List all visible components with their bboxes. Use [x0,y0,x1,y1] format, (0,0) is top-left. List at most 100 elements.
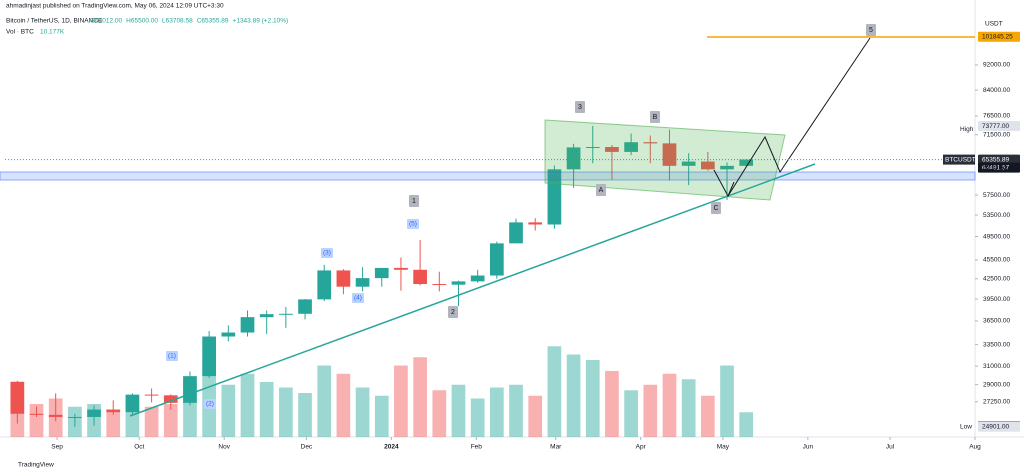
candle-body [336,270,351,287]
publisher: ahmadinjast published on TradingView.com… [6,3,224,10]
x-tick-label: Mar [550,444,562,451]
price-label-box [978,421,1020,432]
wave-label: 1 [412,198,416,205]
candle-body [394,267,408,270]
candle-body [662,143,677,166]
candle-body [374,267,389,279]
volume-bar [106,409,121,437]
wave-label-box [575,101,585,113]
y-tick-label: 76500.00 [983,113,1010,120]
ohlc-value: H65500.00 [126,18,158,25]
volume-bar [451,384,466,437]
x-tick-label: Feb [471,444,483,451]
countdown: 15:20:32 [982,164,1008,171]
subwave-label-box [166,351,178,361]
candle-body [413,269,427,285]
candle-body [125,394,140,413]
wave-label-box [866,24,876,36]
candle-body [29,413,44,415]
candle-body [298,299,312,314]
support-zone [0,171,976,181]
y-tick-label: 36500.00 [983,318,1010,325]
volume-bar [470,398,485,437]
candle-body [240,317,255,333]
x-tick-label: Jul [886,444,895,451]
wave-label-box [409,195,419,207]
x-tick-label: 2024 [384,444,399,451]
price-label: 73777.00 [982,123,1009,130]
volume-bar [336,373,351,437]
candle-body [68,416,82,418]
x-tick-label: Nov [218,444,230,451]
arrow [713,169,735,198]
volume-bar [739,412,754,437]
volume-bar [298,393,312,437]
subwave-label: (5) [409,221,417,228]
volume-bar [29,404,44,437]
volume-bar [643,384,658,437]
y-tick-label: 31000.00 [983,363,1010,370]
y-tick-label: 42500.00 [983,275,1010,282]
y-tick-label: 53500.00 [983,212,1010,219]
subwave-label: (4) [354,295,362,302]
candle-body [48,414,63,417]
volume-value: 10.177K [40,29,65,36]
volume-bar [681,379,696,437]
high-label: High [960,126,974,133]
subwave-label-box [352,293,364,303]
x-tick-label: May [717,444,730,451]
price-label-box [978,121,1020,132]
volume-title: Vol · BTC [6,29,34,36]
candle-body [566,147,581,170]
wave-label: A [599,187,604,194]
x-tick-label: Oct [134,444,144,451]
volume-bar [528,395,543,437]
candle-body [605,147,619,152]
y-tick-label: 71500.00 [983,131,1010,138]
currency: USDT [985,21,1003,28]
x-tick-label: Jun [803,444,814,451]
volume-bar [585,360,600,437]
ohlc-value: O64012.00 [90,18,123,25]
wave-label: 3 [578,104,582,111]
volume-bar [163,404,178,437]
candle-body [202,336,216,377]
low-label: Low [960,424,972,431]
y-tick-label: 84000.00 [983,87,1010,94]
volume-bar [432,390,447,437]
volume-bar [700,395,715,437]
candle-body [144,394,159,396]
wave-label: C [713,205,718,212]
volume-bar [605,371,619,437]
symbol-tag-box [943,154,975,165]
volume-bar [221,384,236,437]
candle-body [163,395,178,403]
subwave-label: (3) [323,250,331,257]
candle-body [720,165,734,170]
ohlc-value: +1343.89 (+2.10%) [233,18,289,25]
ohlc-value: C65355.89 [197,18,229,25]
wave-label-box [448,306,458,318]
price-label: 65355.89 [982,156,1009,163]
volume-bar [202,360,216,437]
candle-body [317,270,332,300]
y-tick-label: 29000.00 [983,381,1010,388]
candle-body [451,281,466,285]
x-tick-label: Sep [51,444,63,451]
y-tick-label: 57500.00 [983,192,1010,199]
volume-bar [413,357,427,437]
volume-bar [394,365,408,437]
subwave-label: (2) [206,401,214,408]
volume-bar [355,387,370,437]
wave-label: B [653,114,658,121]
candle-body [739,159,754,166]
price-label-box [978,154,1020,165]
candle-body [221,332,236,337]
candle-body [87,409,101,417]
x-tick-label: Aug [969,444,981,451]
candle-body [509,222,523,244]
price-label-box [978,162,1020,173]
y-tick-label: 92000.00 [983,62,1010,69]
candle-body [10,381,25,414]
symbol: Bitcoin / TetherUS, 1D, BINANCE [6,18,103,25]
